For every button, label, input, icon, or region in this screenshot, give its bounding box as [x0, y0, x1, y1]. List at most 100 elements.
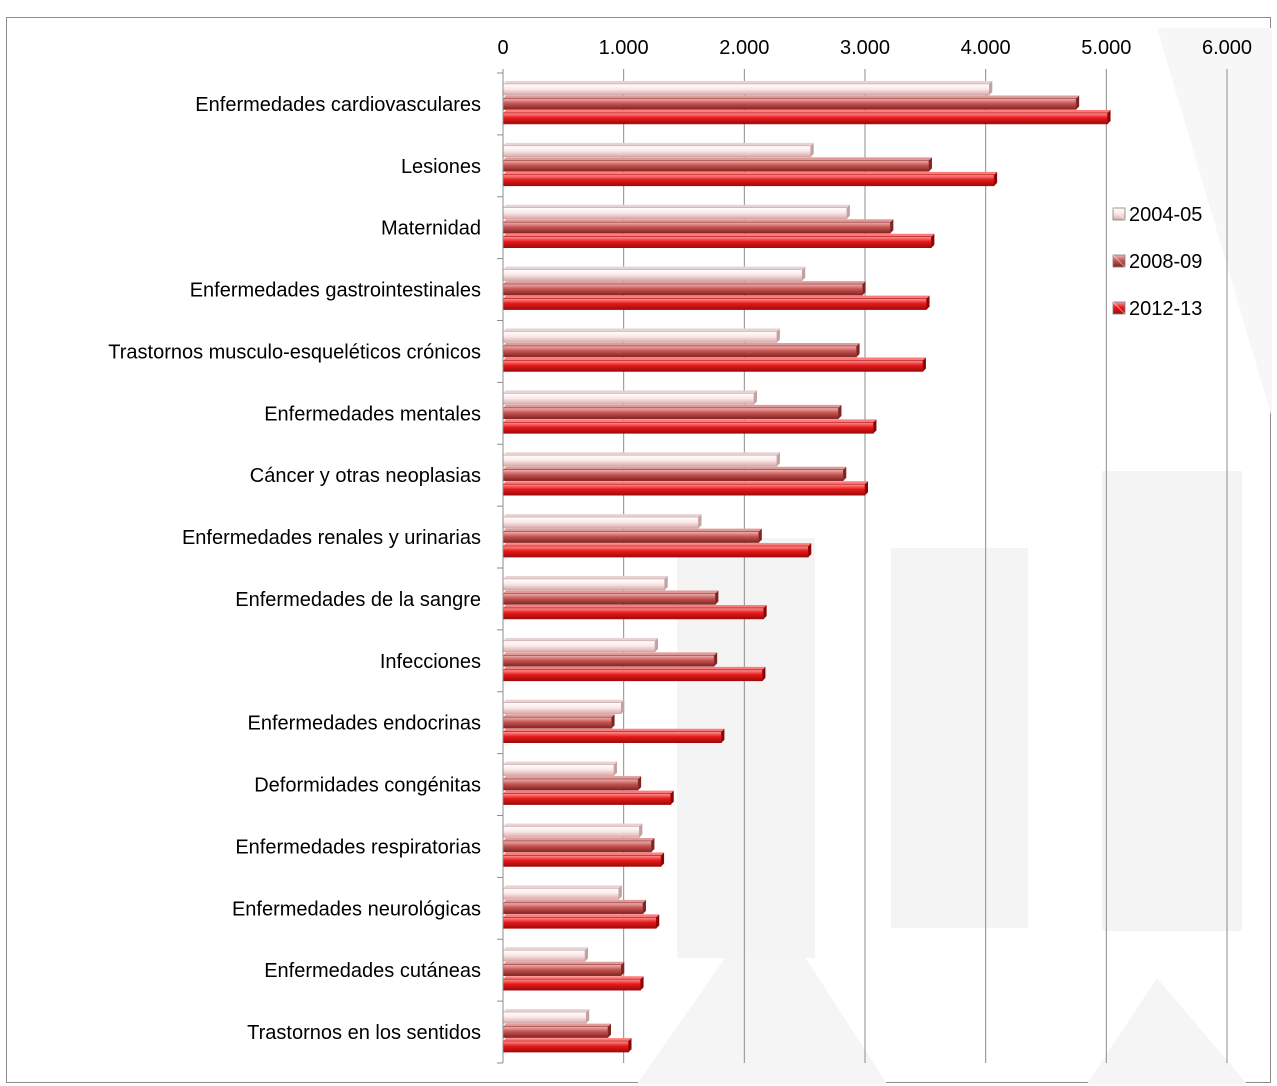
- category-label: Enfermedades gastrointestinales: [190, 280, 481, 302]
- bar-end-face: [661, 852, 665, 867]
- bar-front: [502, 640, 656, 653]
- category-label: Enfermedades mentales: [264, 403, 481, 425]
- background-triangle: [1157, 28, 1272, 418]
- bar-front: [502, 516, 699, 529]
- bar-front: [502, 454, 778, 467]
- bar-front: [502, 1011, 587, 1024]
- x-tick-label: 0: [497, 37, 508, 59]
- bar-front: [502, 393, 755, 405]
- bar-end-face: [802, 266, 806, 281]
- bar-top-face: [503, 728, 725, 732]
- bar: [502, 885, 622, 900]
- bar-top-face: [503, 714, 615, 718]
- bar-top-face: [503, 157, 932, 161]
- bar: [502, 80, 993, 96]
- bar-front: [502, 578, 665, 591]
- bar-top-face: [503, 666, 766, 670]
- bar-front: [502, 283, 863, 296]
- bar-end-face: [838, 404, 842, 419]
- legend-label: 2004-05: [1129, 204, 1202, 226]
- bar: [502, 837, 655, 853]
- chart-frame: 0 1.000 2.000 3.000 4.000 5.000 6.000 Enfermeda…: [6, 17, 1272, 1084]
- x-tick-label: 1.000: [599, 37, 649, 59]
- bar-top-face: [503, 109, 1111, 113]
- bar-top-face: [503, 776, 642, 780]
- bar: [502, 666, 766, 682]
- bar: [502, 823, 643, 838]
- bar-top-face: [503, 142, 814, 146]
- category-label: Trastornos en los sentidos: [247, 1022, 481, 1044]
- bars: [502, 80, 1111, 1053]
- bar: [502, 543, 812, 558]
- bar-end-face: [931, 233, 935, 248]
- bar: [502, 575, 668, 591]
- bar: [502, 1009, 590, 1024]
- bar-top-face: [503, 652, 718, 656]
- bar: [502, 219, 894, 234]
- bar: [502, 961, 625, 976]
- bar: [502, 419, 877, 434]
- bar-front: [502, 716, 612, 729]
- bar: [502, 233, 935, 248]
- bar-front: [502, 702, 622, 714]
- bar: [502, 514, 702, 529]
- bar-front: [502, 978, 641, 991]
- bar: [502, 342, 860, 358]
- bar-end-face: [1107, 109, 1111, 124]
- bar-front: [502, 840, 652, 853]
- bar-end-face: [763, 604, 767, 619]
- chart-plot: 0 1.000 2.000 3.000 4.000 5.000 6.000 Enfermeda…: [108, 28, 1272, 1084]
- bar-front: [502, 83, 990, 96]
- bar: [502, 109, 1111, 125]
- legend: 2004-05 2008-09 2012-13: [1112, 204, 1202, 320]
- bar-top-face: [503, 899, 646, 903]
- bar-end-face: [638, 776, 642, 791]
- bar-front: [502, 607, 764, 620]
- bar-end-face: [843, 466, 847, 481]
- bar-top-face: [503, 790, 674, 794]
- category-label: Trastornos musculo-esqueléticos crónicos: [108, 341, 481, 363]
- bar-end-face: [846, 204, 850, 219]
- bar-front: [502, 298, 927, 310]
- bar: [502, 328, 780, 343]
- legend-swatch-shine: [1112, 207, 1126, 221]
- bar-front: [502, 98, 1077, 110]
- bar-end-face: [890, 219, 894, 234]
- bar-end-face: [621, 961, 625, 976]
- bar-end-face: [922, 357, 926, 372]
- bar: [502, 914, 660, 929]
- bar-end-face: [1076, 95, 1080, 110]
- bar-end-face: [670, 790, 674, 805]
- bar-front: [502, 269, 803, 281]
- bar-end-face: [586, 1009, 590, 1024]
- legend-label: 2008-09: [1129, 251, 1202, 273]
- bar-top-face: [503, 295, 930, 299]
- bar-front: [502, 112, 1108, 125]
- category-label: Deformidades congénitas: [254, 775, 481, 797]
- bar-top-face: [503, 95, 1080, 99]
- bar: [502, 728, 725, 743]
- bar-top-face: [503, 575, 668, 579]
- bar-end-face: [928, 157, 932, 172]
- bar: [502, 699, 625, 714]
- bar: [502, 1038, 632, 1053]
- bar-top-face: [503, 947, 589, 951]
- bar-front: [502, 669, 763, 682]
- bar-top-face: [503, 1009, 590, 1013]
- bar-end-face: [989, 80, 993, 95]
- bar-front: [502, 1040, 629, 1053]
- bar-top-face: [503, 885, 622, 889]
- bar-end-face: [607, 1023, 611, 1038]
- category-label: Enfermedades cutáneas: [264, 960, 481, 982]
- category-label: Infecciones: [380, 651, 481, 673]
- bar: [502, 604, 767, 620]
- bar-top-face: [503, 219, 894, 223]
- background-triangle: [1087, 978, 1247, 1084]
- category-label: Lesiones: [401, 156, 481, 178]
- bar-top-face: [503, 852, 665, 856]
- bar-end-face: [776, 328, 780, 343]
- bar-front: [502, 360, 924, 372]
- bar-front: [502, 826, 640, 838]
- bar-end-face: [865, 481, 868, 496]
- bar-end-face: [698, 514, 702, 529]
